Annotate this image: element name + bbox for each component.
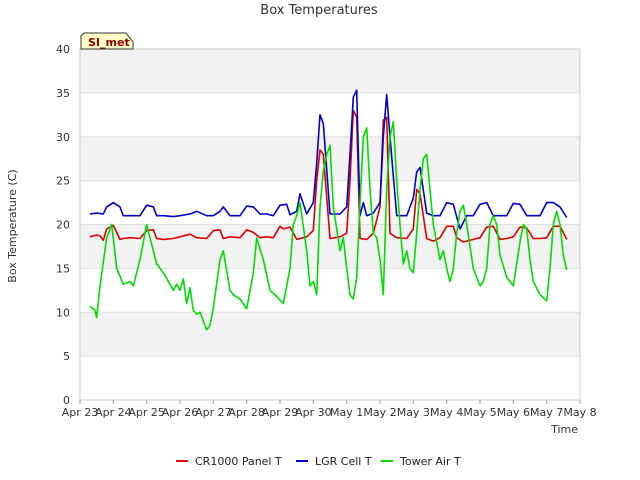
y-tick-label: 35: [56, 87, 70, 100]
y-tick-label: 25: [56, 175, 70, 188]
legend: CR1000 Panel T LGR Cell T Tower Air T: [176, 455, 461, 468]
plot-frame: [79, 48, 581, 401]
x-tick-label: May 6: [497, 406, 530, 419]
x-tick-label: May 8: [563, 406, 596, 419]
x-tick-label: Apr 26: [162, 406, 199, 419]
plot-band: [80, 312, 580, 357]
chart-title: Box Temperatures: [260, 3, 378, 18]
x-tick-label: Apr 30: [295, 406, 332, 419]
x-tick-label: Apr 29: [262, 406, 299, 419]
y-tick-label: 40: [56, 43, 70, 56]
site-badge-box: [80, 32, 134, 50]
legend-label: CR1000 Panel T: [195, 455, 282, 468]
y-tick-label: 10: [56, 306, 70, 319]
x-tick-label: May 7: [530, 406, 563, 419]
series-lines: [89, 89, 568, 331]
legend-label: Tower Air T: [399, 455, 461, 468]
x-tick-label: May 1: [330, 406, 363, 419]
site-badge-text: SI_met: [88, 36, 130, 49]
y-tick-label: 5: [63, 350, 70, 363]
x-tick-label: May 5: [463, 406, 496, 419]
site-badge: SI_met: [80, 32, 134, 50]
plot-bands: [80, 49, 580, 357]
legend-label: LGR Cell T: [315, 455, 372, 468]
x-axis-label: Time: [550, 423, 578, 436]
y-tick-label: 30: [56, 131, 70, 144]
x-tick-label: May 2: [363, 406, 396, 419]
y-tick-label: 20: [56, 219, 70, 232]
plot-band: [80, 49, 580, 93]
x-tick-label: Apr 28: [228, 406, 265, 419]
y-axis-label: Box Temperature (C): [6, 169, 19, 282]
y-tick-labels: 0 5 10 15 20 25 30 35 40: [56, 43, 70, 407]
x-tick-label: Apr 23: [62, 406, 99, 419]
x-tick-label: Apr 25: [128, 406, 165, 419]
x-tick-label: May 3: [397, 406, 430, 419]
x-tick-label: May 4: [430, 406, 463, 419]
y-tick-label: 15: [56, 262, 70, 275]
series-line-tower-air-t: [89, 121, 568, 331]
series-line-lgr-cell-t: [89, 89, 568, 230]
x-tick-label: Apr 27: [195, 406, 232, 419]
y-tick-label: 0: [63, 394, 70, 407]
series-line-cr1000-panel-t: [89, 109, 568, 243]
x-tick-label: Apr 24: [95, 406, 132, 419]
